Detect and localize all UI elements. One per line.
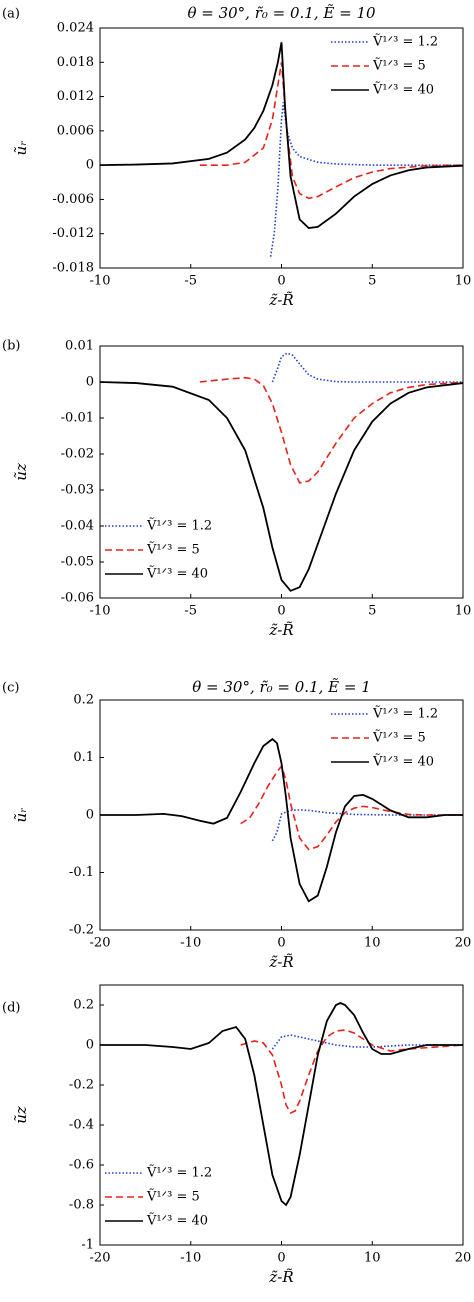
- x-axis-label: z̃-R̃: [268, 291, 293, 309]
- legend-label: Ṽ¹ᐟ³ = 40: [372, 82, 434, 98]
- legend-label: Ṽ¹ᐟ³ = 1.2: [372, 34, 438, 50]
- y-axis-label: ũᵣ: [12, 808, 30, 823]
- panel-label: (a): [2, 7, 20, 22]
- legend-label: Ṽ¹ᐟ³ = 5: [146, 542, 200, 558]
- x-tick-label: -5: [184, 274, 197, 289]
- x-tick-label: -10: [90, 604, 111, 619]
- x-tick-label: 20: [455, 1251, 472, 1266]
- y-tick-label: 0.1: [73, 750, 94, 765]
- series-line: [199, 376, 464, 484]
- series-line: [240, 1029, 464, 1115]
- chart-title: θ = 30°, r̃₀ = 0.1, Ẽ = 1: [192, 678, 371, 696]
- y-tick-label: 0.024: [57, 21, 94, 36]
- x-axis-label: z̃-R̃: [268, 953, 293, 971]
- y-tick-label: -0.01: [61, 411, 94, 426]
- y-axis-label: ũz: [12, 463, 30, 481]
- y-tick-label: -0.1: [69, 865, 94, 880]
- x-tick-label: -10: [180, 1251, 201, 1266]
- y-tick-label: 0.01: [65, 339, 94, 354]
- x-tick-label: 10: [364, 1251, 381, 1266]
- y-tick-label: -0.018: [52, 261, 94, 276]
- y-tick-label: -0.03: [61, 483, 94, 498]
- y-tick-label: 0.012: [57, 89, 94, 104]
- legend-label: Ṽ¹ᐟ³ = 1.2: [146, 518, 212, 534]
- series-line: [199, 62, 464, 200]
- x-tick-label: 10: [455, 604, 472, 619]
- y-axis-label: ũᵣ: [12, 141, 30, 156]
- series-line: [271, 809, 463, 842]
- x-tick-label: -20: [90, 936, 111, 951]
- panel-label: (d): [2, 1001, 20, 1016]
- y-tick-label: -0.06: [61, 591, 94, 606]
- legend-label: Ṽ¹ᐟ³ = 5: [372, 730, 426, 746]
- series-line: [100, 1002, 463, 1207]
- y-tick-label: -0.2: [69, 1078, 94, 1093]
- legend-label: Ṽ¹ᐟ³ = 1.2: [146, 1165, 212, 1181]
- x-tick-label: 10: [364, 936, 381, 951]
- x-tick-label: 5: [368, 604, 376, 619]
- x-tick-label: 20: [455, 936, 472, 951]
- x-tick-label: 0: [277, 1251, 285, 1266]
- x-tick-label: 0: [277, 936, 285, 951]
- x-axis-label: z̃-R̃: [268, 1268, 293, 1286]
- legend-label: Ṽ¹ᐟ³ = 5: [372, 58, 426, 74]
- plot-frame: [99, 984, 464, 1246]
- y-tick-label: -0.4: [69, 1118, 94, 1133]
- x-tick-label: -10: [90, 274, 111, 289]
- y-tick-label: -0.02: [61, 447, 94, 462]
- y-tick-label: -0.04: [61, 519, 94, 534]
- y-tick-label: -0.012: [52, 226, 94, 241]
- series-line: [269, 102, 463, 257]
- y-tick-label: 0.2: [73, 693, 94, 708]
- legend-label: Ṽ¹ᐟ³ = 1.2: [372, 706, 438, 722]
- x-tick-label: 0: [277, 274, 285, 289]
- chart-title: θ = 30°, r̃₀ = 0.1, Ẽ = 10: [187, 4, 376, 22]
- y-tick-label: -0.2: [69, 923, 94, 938]
- panel-label: (b): [2, 339, 20, 354]
- y-tick-label: -0.8: [69, 1198, 94, 1213]
- y-tick-label: 0.2: [73, 998, 94, 1013]
- series-line: [100, 737, 463, 903]
- legend-label: Ṽ¹ᐟ³ = 40: [146, 1213, 208, 1229]
- y-tick-label: -1: [81, 1238, 94, 1253]
- x-tick-label: -5: [184, 604, 197, 619]
- series-line: [271, 352, 463, 383]
- legend-label: Ṽ¹ᐟ³ = 5: [146, 1189, 200, 1205]
- y-tick-label: 0: [86, 1038, 94, 1053]
- panel-label: (c): [2, 681, 19, 696]
- x-tick-label: -20: [90, 1251, 111, 1266]
- plot-frame: [99, 345, 464, 599]
- series-line: [99, 42, 464, 229]
- y-tick-label: 0.018: [57, 55, 94, 70]
- legend-label: Ṽ¹ᐟ³ = 40: [372, 754, 434, 770]
- y-axis-label: ũz: [12, 1106, 30, 1124]
- y-tick-label: 0: [86, 158, 94, 173]
- y-tick-label: -0.05: [61, 555, 94, 570]
- series-line: [240, 764, 463, 851]
- series-line: [99, 381, 464, 592]
- y-tick-label: 0.006: [57, 123, 94, 138]
- x-axis-label: z̃-R̃: [268, 621, 293, 639]
- x-tick-label: 10: [455, 274, 472, 289]
- y-tick-label: -0.006: [52, 192, 94, 207]
- y-tick-label: -0.6: [69, 1158, 94, 1173]
- y-tick-label: 0: [86, 808, 94, 823]
- x-tick-label: 5: [368, 274, 376, 289]
- x-tick-label: -10: [180, 936, 201, 951]
- legend-label: Ṽ¹ᐟ³ = 40: [146, 566, 208, 582]
- x-tick-label: 0: [277, 604, 285, 619]
- y-tick-label: 0: [86, 375, 94, 390]
